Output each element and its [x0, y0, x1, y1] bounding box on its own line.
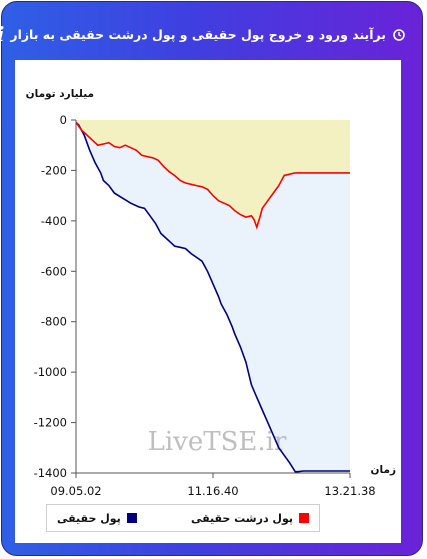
watermark-text: LiveTSE.ir — [148, 427, 287, 457]
legend-item-real-money[interactable]: پول حقیقی — [57, 512, 137, 525]
legend-swatch-navy — [126, 513, 137, 523]
widget-header: برآیند ورود و خروج پول حقیقی و پول درشت … — [0, 22, 406, 46]
history-icon[interactable] — [392, 27, 406, 41]
x-tick-label: 11.16.40 — [187, 484, 238, 498]
y-tick-label: -200 — [41, 163, 67, 177]
y-tick-label: -600 — [41, 264, 67, 278]
chart-legend: پول درشت حقیقی پول حقیقی — [46, 504, 320, 532]
legend-label: پول درشت حقیقی — [190, 511, 293, 525]
x-tick-label: 13.21.38 — [324, 484, 375, 498]
series-line-large-real-money — [75, 122, 350, 230]
area-large-real-money — [76, 120, 350, 228]
y-tick-label: -800 — [41, 315, 67, 329]
y-tick-label: -1000 — [34, 365, 67, 379]
series-line-real-money — [75, 121, 350, 473]
y-tick-label: -1200 — [34, 416, 67, 430]
y-tick-label: -1400 — [34, 466, 67, 480]
y-axis-label: میلیارد تومان — [26, 88, 94, 100]
legend-swatch-red — [299, 513, 309, 523]
legend-label: پول حقیقی — [57, 511, 121, 525]
x-axis-label: زمان — [371, 464, 396, 476]
x-tick-label: 09.05.02 — [50, 484, 101, 498]
y-tick-label: -400 — [41, 214, 67, 228]
y-tick-label: 0 — [60, 113, 67, 127]
info-icon[interactable]: i — [0, 22, 4, 46]
legend-item-large-real-money[interactable]: پول درشت حقیقی — [191, 512, 309, 525]
widget-title: برآیند ورود و خروج پول حقیقی و پول درشت … — [10, 26, 386, 42]
